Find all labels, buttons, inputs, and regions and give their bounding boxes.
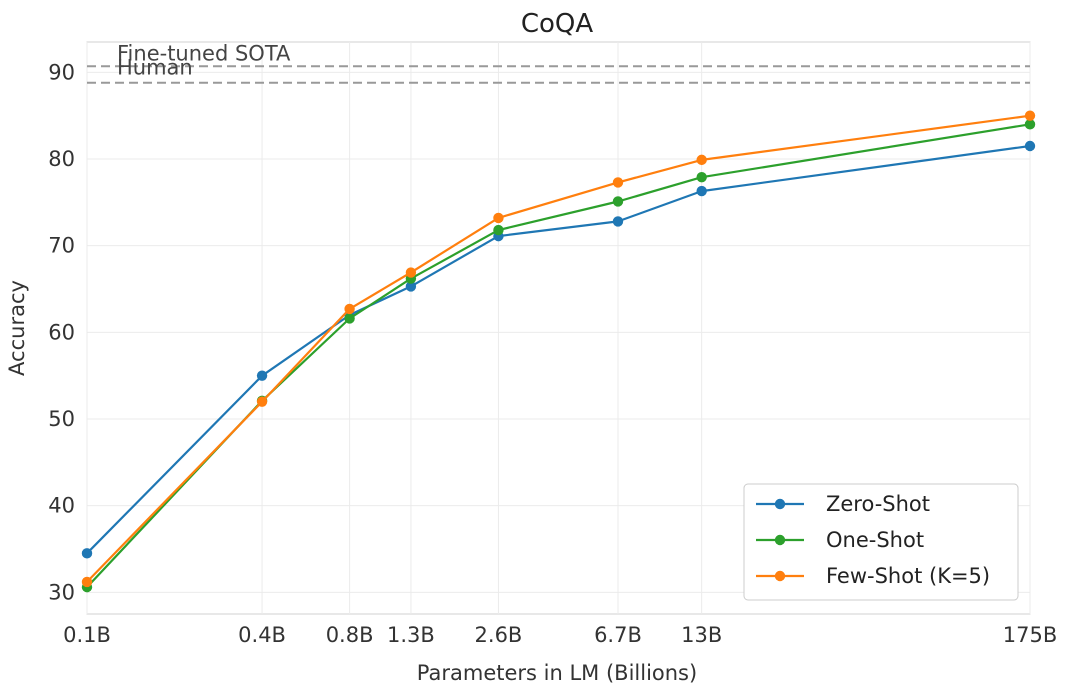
data-point (256, 396, 268, 407)
x-tick-label: 6.7B (594, 623, 642, 647)
series-layer (81, 110, 1036, 593)
data-point (696, 172, 707, 183)
legend-swatch-marker (774, 498, 786, 510)
data-point (344, 313, 355, 324)
y-tick-label: 60 (48, 320, 75, 344)
data-point (493, 212, 504, 224)
data-point (696, 185, 707, 197)
legend-item-few-shot-k-5: Few-Shot (K=5) (756, 564, 990, 588)
x-tick-label: 1.3B (387, 623, 435, 647)
x-tick-labels: 0.1B 0.4B 0.8B 1.3B 2.6B 6.7B 13B 175B (63, 623, 1057, 647)
x-tick-label: 0.1B (63, 623, 111, 647)
y-tick-label: 90 (48, 60, 75, 84)
y-tick-labels: 30 40 50 60 70 80 90 (48, 60, 75, 604)
data-point (81, 576, 93, 588)
y-tick-label: 80 (48, 147, 75, 171)
y-axis-title: Accuracy (5, 280, 29, 376)
data-point (493, 224, 504, 236)
legend-box (743, 483, 1019, 601)
data-point (612, 216, 624, 227)
y-tick-label: 50 (48, 407, 75, 431)
legend-label: Few-Shot (K=5) (826, 564, 990, 588)
data-point (1024, 119, 1036, 130)
x-tick-label: 13B (681, 623, 722, 647)
x-tick-label: 175B (1003, 623, 1058, 647)
y-tick-label: 70 (48, 234, 75, 258)
y-tick-label: 40 (48, 494, 75, 518)
data-point (405, 281, 417, 292)
series-line-few-shot-k-5 (86, 114, 1031, 583)
data-point (256, 370, 268, 381)
data-point (1024, 140, 1036, 152)
y-tick-label: 30 (48, 580, 75, 604)
reference-label-fine-tuned-sota: Fine-tuned SOTA (117, 41, 291, 65)
legend-label: One-Shot (826, 528, 924, 552)
legend-label: Zero-Shot (826, 492, 930, 516)
x-axis-title: Parameters in LM (Billions) (417, 661, 697, 685)
legend-swatch-marker (774, 534, 786, 546)
data-point (612, 196, 624, 207)
reference-label-human: Human (117, 56, 193, 80)
x-tick-label: 2.6B (475, 623, 523, 647)
data-point (81, 548, 93, 559)
data-point (405, 267, 417, 278)
series-line-zero-shot (86, 144, 1031, 555)
series-few-shot-k-5 (81, 110, 1036, 588)
x-tick-label: 0.8B (326, 623, 374, 647)
chart-title: CoQA (521, 9, 594, 39)
data-point (696, 154, 707, 166)
legend: Zero-Shot One-Shot Few-Shot (K=5) (743, 483, 1019, 601)
legend-swatch-marker (774, 570, 786, 582)
data-point (612, 177, 624, 188)
data-point (344, 303, 355, 315)
legend-item-one-shot: One-Shot (756, 528, 924, 552)
data-point (1024, 110, 1036, 121)
x-tick-label: 0.4B (238, 623, 286, 647)
legend-item-zero-shot: Zero-Shot (756, 492, 930, 516)
